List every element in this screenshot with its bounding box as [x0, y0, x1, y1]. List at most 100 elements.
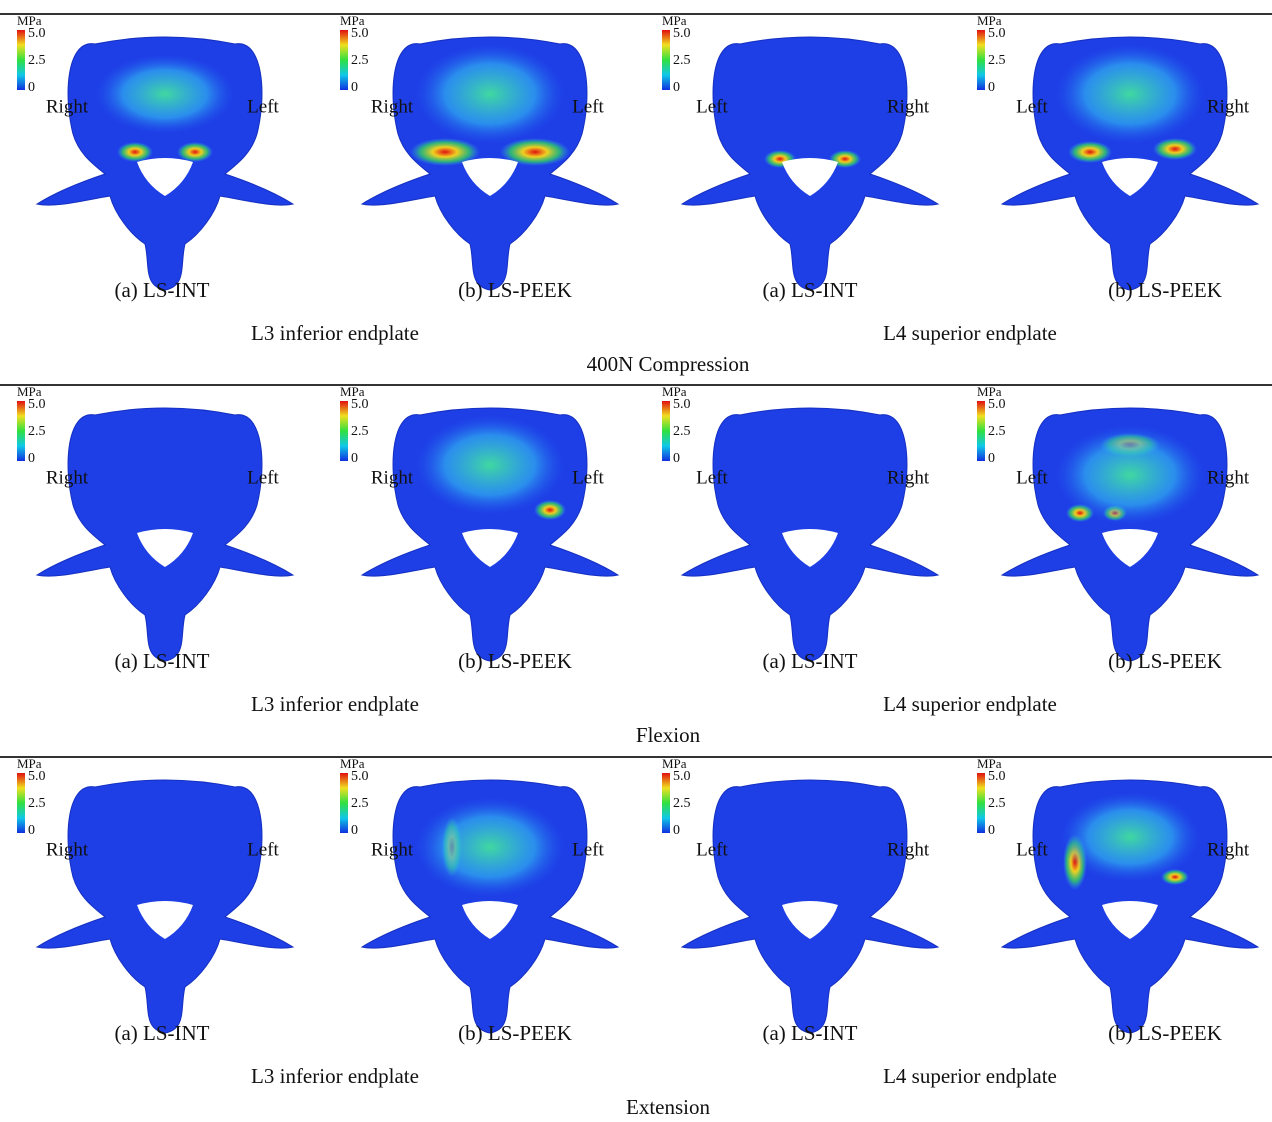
legend-tick: 0	[673, 80, 680, 95]
side-label: Left	[247, 839, 279, 860]
legend-tick: 0	[351, 80, 358, 95]
legend-bar	[977, 401, 985, 461]
panel-title: Flexion	[636, 723, 701, 747]
caption: (a) LS-INT	[762, 278, 857, 302]
legend-tick: 0	[28, 451, 35, 466]
legend-tick: 0	[28, 80, 35, 95]
legend-bar	[17, 30, 25, 90]
caption: (a) LS-INT	[114, 1021, 209, 1045]
panel-title: 400N Compression	[587, 352, 750, 376]
legend-bar	[977, 30, 985, 90]
stress-map	[37, 37, 293, 290]
side-label: Right	[371, 467, 414, 488]
side-label: Left	[247, 96, 279, 117]
legend-bar	[17, 401, 25, 461]
stress-spot	[1153, 138, 1197, 160]
legend-bar	[340, 30, 348, 90]
stress-spot	[1055, 44, 1205, 144]
group-label: L4 superior endplate	[883, 1064, 1057, 1088]
side-label: Left	[696, 467, 728, 488]
stress-spot	[415, 44, 565, 144]
legend-bar	[340, 401, 348, 461]
stress-spot	[177, 142, 213, 162]
legend-tick: 2.5	[673, 796, 691, 811]
group-label: L3 inferior endplate	[251, 321, 419, 345]
side-label: Right	[46, 96, 89, 117]
caption: (b) LS-PEEK	[458, 649, 572, 673]
legend-tick: 0	[351, 451, 358, 466]
stress-map	[37, 780, 293, 1033]
caption: (b) LS-PEEK	[1108, 1021, 1222, 1045]
stress-spot	[117, 142, 153, 162]
caption: (a) LS-INT	[114, 278, 209, 302]
stress-map	[362, 37, 618, 290]
side-label: Right	[371, 839, 414, 860]
side-label: Right	[1207, 839, 1250, 860]
legend-tick: 5.0	[351, 769, 369, 784]
side-label: Left	[572, 839, 604, 860]
legend-tick: 5.0	[673, 26, 691, 41]
stress-spot	[415, 797, 565, 897]
side-label: Right	[887, 467, 930, 488]
caption: (b) LS-PEEK	[1108, 278, 1222, 302]
caption: (b) LS-PEEK	[458, 278, 572, 302]
legend-bar	[662, 773, 670, 833]
legend-tick: 0	[351, 823, 358, 838]
stress-map	[362, 408, 618, 661]
side-label: Right	[887, 96, 930, 117]
caption: (a) LS-INT	[114, 649, 209, 673]
side-label: Right	[887, 839, 930, 860]
stress-map	[1002, 780, 1258, 1033]
side-label: Right	[371, 96, 414, 117]
group-label: L3 inferior endplate	[251, 1064, 419, 1088]
legend-tick: 2.5	[351, 424, 369, 439]
stress-spot	[1060, 792, 1200, 882]
legend-tick: 2.5	[673, 424, 691, 439]
side-label: Left	[1016, 839, 1048, 860]
legend-tick: 2.5	[351, 796, 369, 811]
stress-map	[682, 37, 938, 290]
legend-tick: 0	[673, 451, 680, 466]
legend-tick: 5.0	[988, 26, 1006, 41]
side-label: Right	[46, 467, 89, 488]
group-label: L4 superior endplate	[883, 692, 1057, 716]
legend-tick: 2.5	[673, 53, 691, 68]
legend-tick: 0	[673, 823, 680, 838]
legend-tick: 5.0	[28, 26, 46, 41]
caption: (b) LS-PEEK	[1108, 649, 1222, 673]
side-label: Right	[46, 839, 89, 860]
legend-tick: 5.0	[673, 769, 691, 784]
stress-map	[682, 780, 938, 1033]
side-label: Left	[696, 96, 728, 117]
legend-tick: 5.0	[673, 397, 691, 412]
group-label: L3 inferior endplate	[251, 692, 419, 716]
stress-map	[37, 408, 293, 661]
stress-spot	[95, 54, 235, 134]
legend-tick: 5.0	[28, 769, 46, 784]
stress-spot	[415, 415, 565, 515]
legend-tick: 2.5	[988, 53, 1006, 68]
legend-tick: 5.0	[28, 397, 46, 412]
group-label: L4 superior endplate	[883, 321, 1057, 345]
legend-tick: 2.5	[28, 53, 46, 68]
legend-tick: 0	[988, 80, 995, 95]
side-label: Left	[1016, 467, 1048, 488]
legend-tick: 0	[988, 451, 995, 466]
legend-tick: 5.0	[988, 397, 1006, 412]
legend-tick: 2.5	[988, 796, 1006, 811]
legend-tick: 2.5	[351, 53, 369, 68]
side-label: Left	[247, 467, 279, 488]
legend-tick: 5.0	[351, 26, 369, 41]
legend-tick: 2.5	[988, 424, 1006, 439]
stress-map	[1002, 37, 1258, 290]
side-label: Left	[1016, 96, 1048, 117]
legend-tick: 0	[28, 823, 35, 838]
panel-title: Extension	[626, 1095, 710, 1119]
stress-map	[362, 780, 618, 1033]
stress-map	[682, 408, 938, 661]
side-label: Left	[572, 467, 604, 488]
side-label: Left	[696, 839, 728, 860]
legend-bar	[662, 401, 670, 461]
side-label: Left	[572, 96, 604, 117]
legend-bar	[977, 773, 985, 833]
